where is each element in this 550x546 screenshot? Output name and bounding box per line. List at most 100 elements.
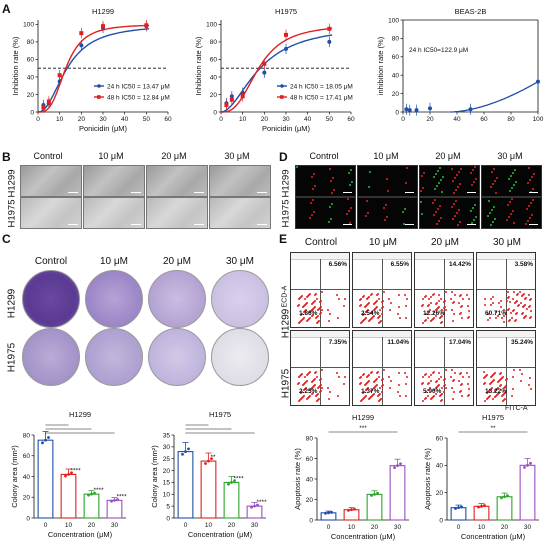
event-dot	[315, 317, 317, 319]
fluorescence-image	[481, 197, 542, 229]
x-tick-label: 60	[347, 116, 355, 123]
event-dot	[432, 396, 434, 398]
event-dot	[432, 294, 434, 296]
event-dot	[367, 309, 369, 311]
upper-right-percent: 11.04%	[387, 339, 409, 346]
cell-dot	[533, 173, 535, 175]
event-dot	[460, 306, 462, 308]
cell-dot	[527, 182, 529, 184]
upper-right-percent: 6.55%	[390, 261, 409, 268]
cell-dot	[451, 206, 453, 208]
lower-left-percent: 60.71%	[485, 310, 508, 317]
event-dot	[443, 385, 445, 387]
cell-dot	[457, 186, 459, 188]
event-dot	[514, 320, 516, 322]
event-dot	[508, 320, 510, 322]
cell-dot	[453, 192, 455, 194]
event-dot	[404, 294, 406, 296]
data-point	[327, 39, 332, 44]
chart-title: H1299	[352, 413, 374, 422]
x-axis-label: Ponicidin (μM)	[79, 124, 128, 133]
cell-dot	[311, 176, 313, 178]
fluorescence-image	[419, 197, 480, 229]
x-tick-label: 20	[371, 524, 379, 531]
cell-dot	[490, 186, 492, 188]
cell-dot	[527, 220, 529, 222]
event-dot	[440, 400, 442, 402]
replicate-point	[67, 473, 70, 476]
event-dot	[303, 311, 305, 313]
event-dot	[312, 380, 314, 382]
event-dot	[398, 294, 400, 296]
event-dot	[304, 298, 306, 300]
replicate-point	[353, 507, 356, 511]
event-dot	[303, 317, 305, 319]
event-dot	[439, 395, 441, 397]
event-dot	[444, 384, 446, 386]
event-dot	[316, 322, 318, 324]
event-dot	[519, 291, 521, 293]
event-dot	[444, 300, 446, 302]
cell-dot	[385, 204, 387, 206]
chart-title: H1975	[482, 413, 504, 422]
event-dot	[405, 383, 407, 385]
event-dot	[461, 305, 463, 307]
event-dot	[505, 385, 507, 387]
event-dot	[515, 313, 517, 315]
event-dot	[495, 317, 497, 319]
event-dot	[459, 391, 461, 393]
data-point	[414, 108, 419, 113]
event-dot	[513, 369, 515, 371]
replicate-point	[204, 462, 207, 465]
event-dot	[493, 373, 495, 375]
event-dot	[484, 382, 486, 384]
scale-bar	[194, 223, 204, 225]
event-dot	[317, 321, 319, 323]
event-dot	[511, 395, 513, 397]
event-dot	[441, 387, 443, 389]
event-dot	[422, 382, 424, 384]
event-dot	[371, 317, 373, 319]
event-dot	[493, 379, 495, 381]
quadrant-vline	[444, 259, 445, 327]
y-tick-label: 40	[392, 73, 400, 80]
event-dot	[428, 382, 430, 384]
event-dot	[524, 304, 526, 306]
event-dot	[491, 381, 493, 383]
x-tick-label: 20	[501, 524, 509, 531]
event-dot	[440, 298, 442, 300]
event-dot	[430, 374, 432, 376]
scale-bar	[131, 191, 141, 193]
bar	[496, 496, 513, 521]
cell-dot	[313, 173, 315, 175]
replicate-point	[460, 505, 463, 509]
event-dot	[381, 391, 383, 393]
y-tick-label: 35	[163, 432, 171, 439]
cell-dot	[435, 173, 437, 175]
event-dot	[370, 294, 372, 296]
event-dot	[503, 321, 505, 323]
event-dot	[381, 379, 383, 381]
replicate-point	[330, 510, 333, 514]
event-dot	[502, 394, 504, 396]
event-dot	[508, 296, 510, 298]
b-col-20: 20 μM	[161, 151, 187, 161]
cell-dot	[351, 181, 353, 183]
replicate-point	[250, 505, 253, 509]
event-dot	[313, 307, 315, 309]
event-dot	[490, 304, 492, 306]
event-dot	[462, 376, 464, 378]
cell-dot	[472, 169, 474, 171]
event-dot	[397, 313, 399, 315]
cell-dot	[421, 213, 423, 215]
event-dot	[433, 293, 435, 295]
replicate-point	[347, 508, 350, 512]
x-tick-label: 30	[282, 116, 290, 123]
event-dot	[444, 306, 446, 308]
event-dot	[309, 371, 311, 373]
event-dot	[360, 304, 362, 306]
event-dot	[428, 298, 430, 300]
cell-dot	[349, 184, 351, 186]
event-dot	[368, 380, 370, 382]
y-tick-label: 0	[26, 515, 30, 522]
